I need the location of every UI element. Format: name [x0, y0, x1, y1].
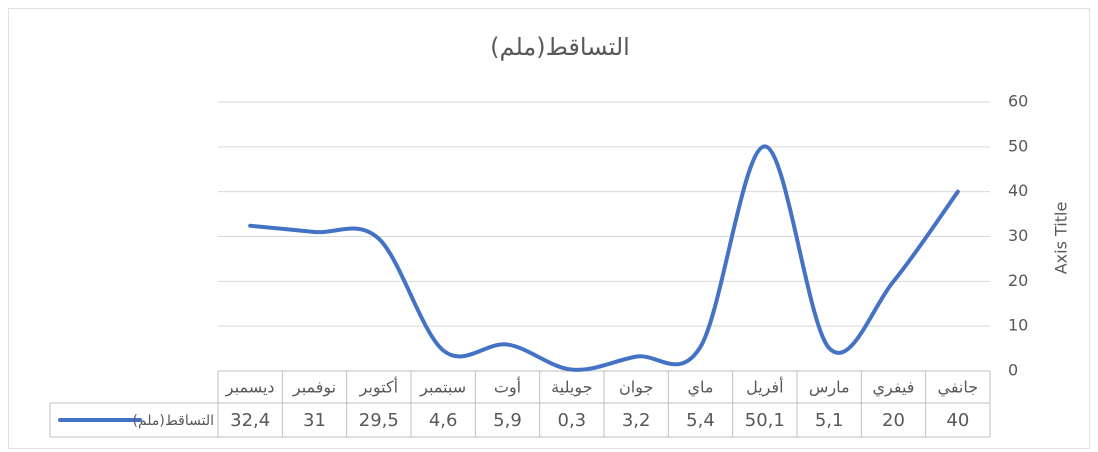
data-table-value: 4,6: [429, 410, 458, 431]
x-tick-label: جوان: [619, 378, 653, 398]
y-axis-title: Axis Title: [1052, 202, 1071, 275]
x-tick-label: نوفمبر: [292, 378, 336, 398]
x-tick-label: فيفري: [873, 378, 915, 398]
x-tick-label: أكتوبر: [359, 377, 398, 398]
chart-border: [8, 8, 1090, 449]
legend-label: التساقط(ملم): [133, 413, 215, 429]
y-tick-label: 20: [1008, 271, 1028, 290]
line-series: [248, 144, 960, 372]
data-table-value: 0,3: [558, 410, 587, 431]
y-tick-label: 60: [1008, 92, 1028, 111]
chart-title: التساقط(ملم): [490, 33, 630, 61]
x-tick-label: ديسمبر: [225, 378, 275, 398]
x-tick-label: جويلية: [551, 378, 592, 398]
y-tick-label: 30: [1008, 226, 1028, 245]
x-tick-label: أوت: [494, 377, 521, 398]
data-table-value: 50,1: [745, 410, 785, 431]
data-table-value: 5,1: [815, 410, 844, 431]
x-tick-label: ماي: [688, 378, 714, 398]
y-tick-label: 10: [1008, 316, 1028, 335]
data-table-value: 5,4: [686, 410, 715, 431]
x-tick-label: سبتمبر: [419, 378, 466, 398]
data-table-value: 40: [946, 410, 969, 431]
data-table-value: 29,5: [359, 410, 399, 431]
data-table-value: 31: [303, 410, 326, 431]
y-tick-label: 50: [1008, 136, 1028, 155]
data-table-value: 3,2: [622, 410, 651, 431]
data-table-value: 5,9: [493, 410, 522, 431]
data-table-value: 32,4: [230, 410, 270, 431]
data-table-value: 20: [882, 410, 905, 431]
x-tick-label: أفريل: [746, 377, 784, 398]
x-tick-label: مارس: [809, 378, 850, 398]
y-tick-label: 40: [1008, 181, 1028, 200]
y-tick-label: 0: [1008, 361, 1018, 380]
x-tick-label: جانفي: [938, 378, 979, 398]
